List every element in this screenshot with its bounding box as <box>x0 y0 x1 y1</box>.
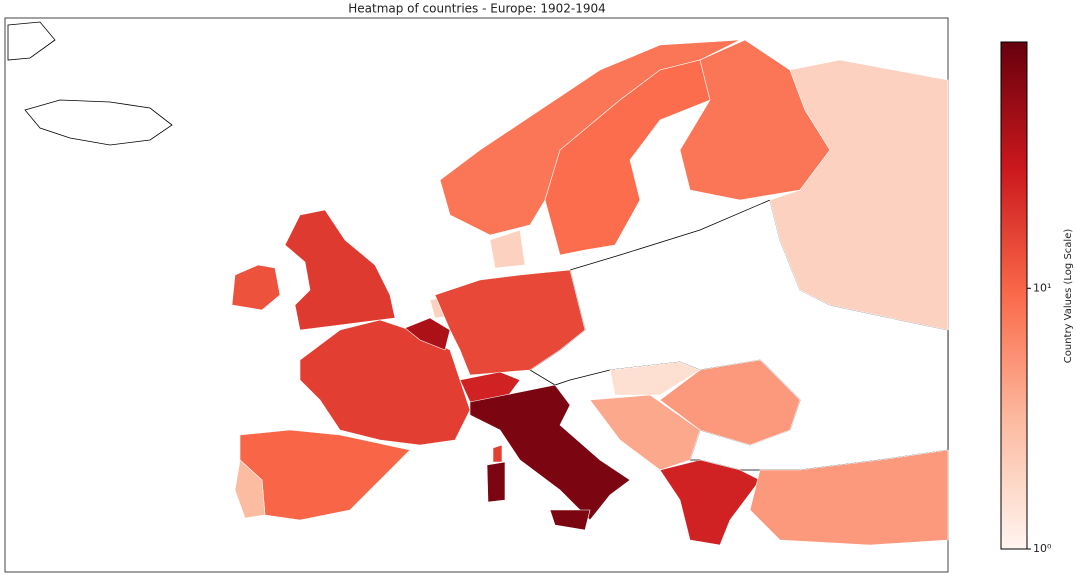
region <box>284 209 396 331</box>
region <box>749 449 949 546</box>
region <box>404 317 451 351</box>
region <box>434 269 586 376</box>
chart-title: Heatmap of countries - Europe: 1902-1904 <box>348 2 606 16</box>
region <box>659 359 801 446</box>
region <box>659 459 761 546</box>
colorbar-label: Country Values (Log Scale) <box>1063 229 1074 364</box>
region <box>489 229 526 269</box>
region <box>231 264 281 311</box>
region <box>234 459 266 519</box>
region <box>609 361 701 396</box>
land-outlines <box>7 21 949 471</box>
regions <box>231 39 949 546</box>
region <box>492 444 503 463</box>
region <box>769 59 949 331</box>
colorbar <box>1000 41 1028 550</box>
region <box>299 319 471 446</box>
region <box>549 509 591 531</box>
iceland <box>24 99 173 146</box>
region <box>459 371 521 403</box>
region <box>469 384 631 521</box>
colorbar-tick-label: 10¹ <box>1033 281 1051 294</box>
region <box>486 461 506 503</box>
colorbar-tick-label: 10⁰ <box>1033 542 1052 555</box>
greenland <box>7 21 56 61</box>
region <box>544 59 711 256</box>
